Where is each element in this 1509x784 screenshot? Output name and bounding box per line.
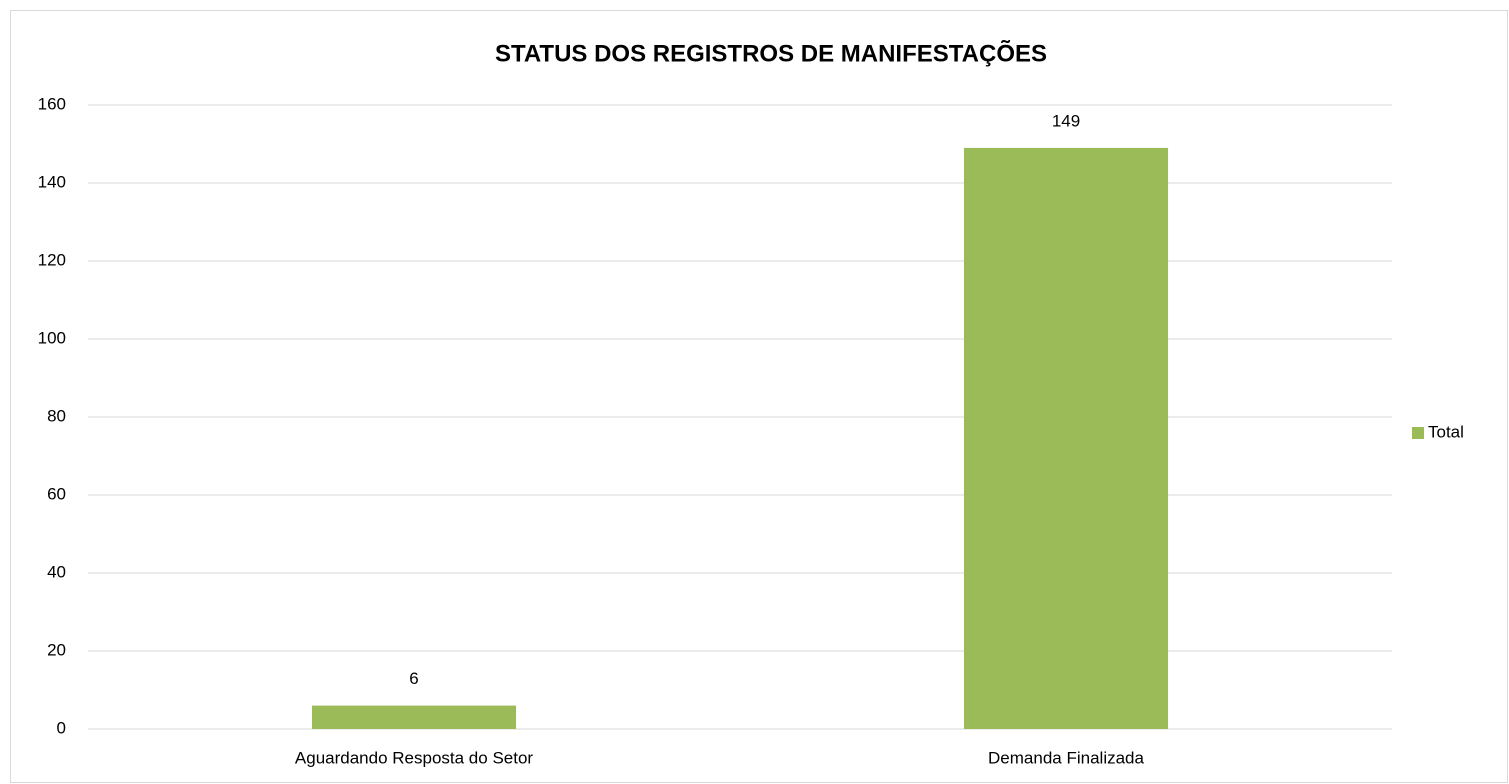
- legend-label: Total: [1428, 422, 1464, 441]
- x-tick-label: Aguardando Resposta do Setor: [295, 748, 534, 767]
- y-tick-label: 80: [47, 406, 66, 425]
- chart-frame: [10, 10, 1508, 783]
- y-tick-label: 40: [47, 562, 66, 581]
- x-tick-label: Demanda Finalizada: [988, 748, 1144, 767]
- data-label: 6: [409, 669, 418, 688]
- y-tick-label: 20: [47, 640, 66, 659]
- y-tick-label: 140: [38, 172, 66, 191]
- chart-title: STATUS DOS REGISTROS DE MANIFESTAÇÕES: [495, 39, 1047, 67]
- y-tick-label: 160: [38, 94, 66, 113]
- data-label: 149: [1052, 111, 1080, 130]
- y-tick-label: 120: [38, 250, 66, 269]
- y-tick-label: 100: [38, 328, 66, 347]
- bar: [963, 147, 1169, 729]
- legend-swatch: [1412, 427, 1424, 439]
- bar: [311, 705, 517, 729]
- y-tick-label: 60: [47, 484, 66, 503]
- y-tick-label: 0: [57, 718, 66, 737]
